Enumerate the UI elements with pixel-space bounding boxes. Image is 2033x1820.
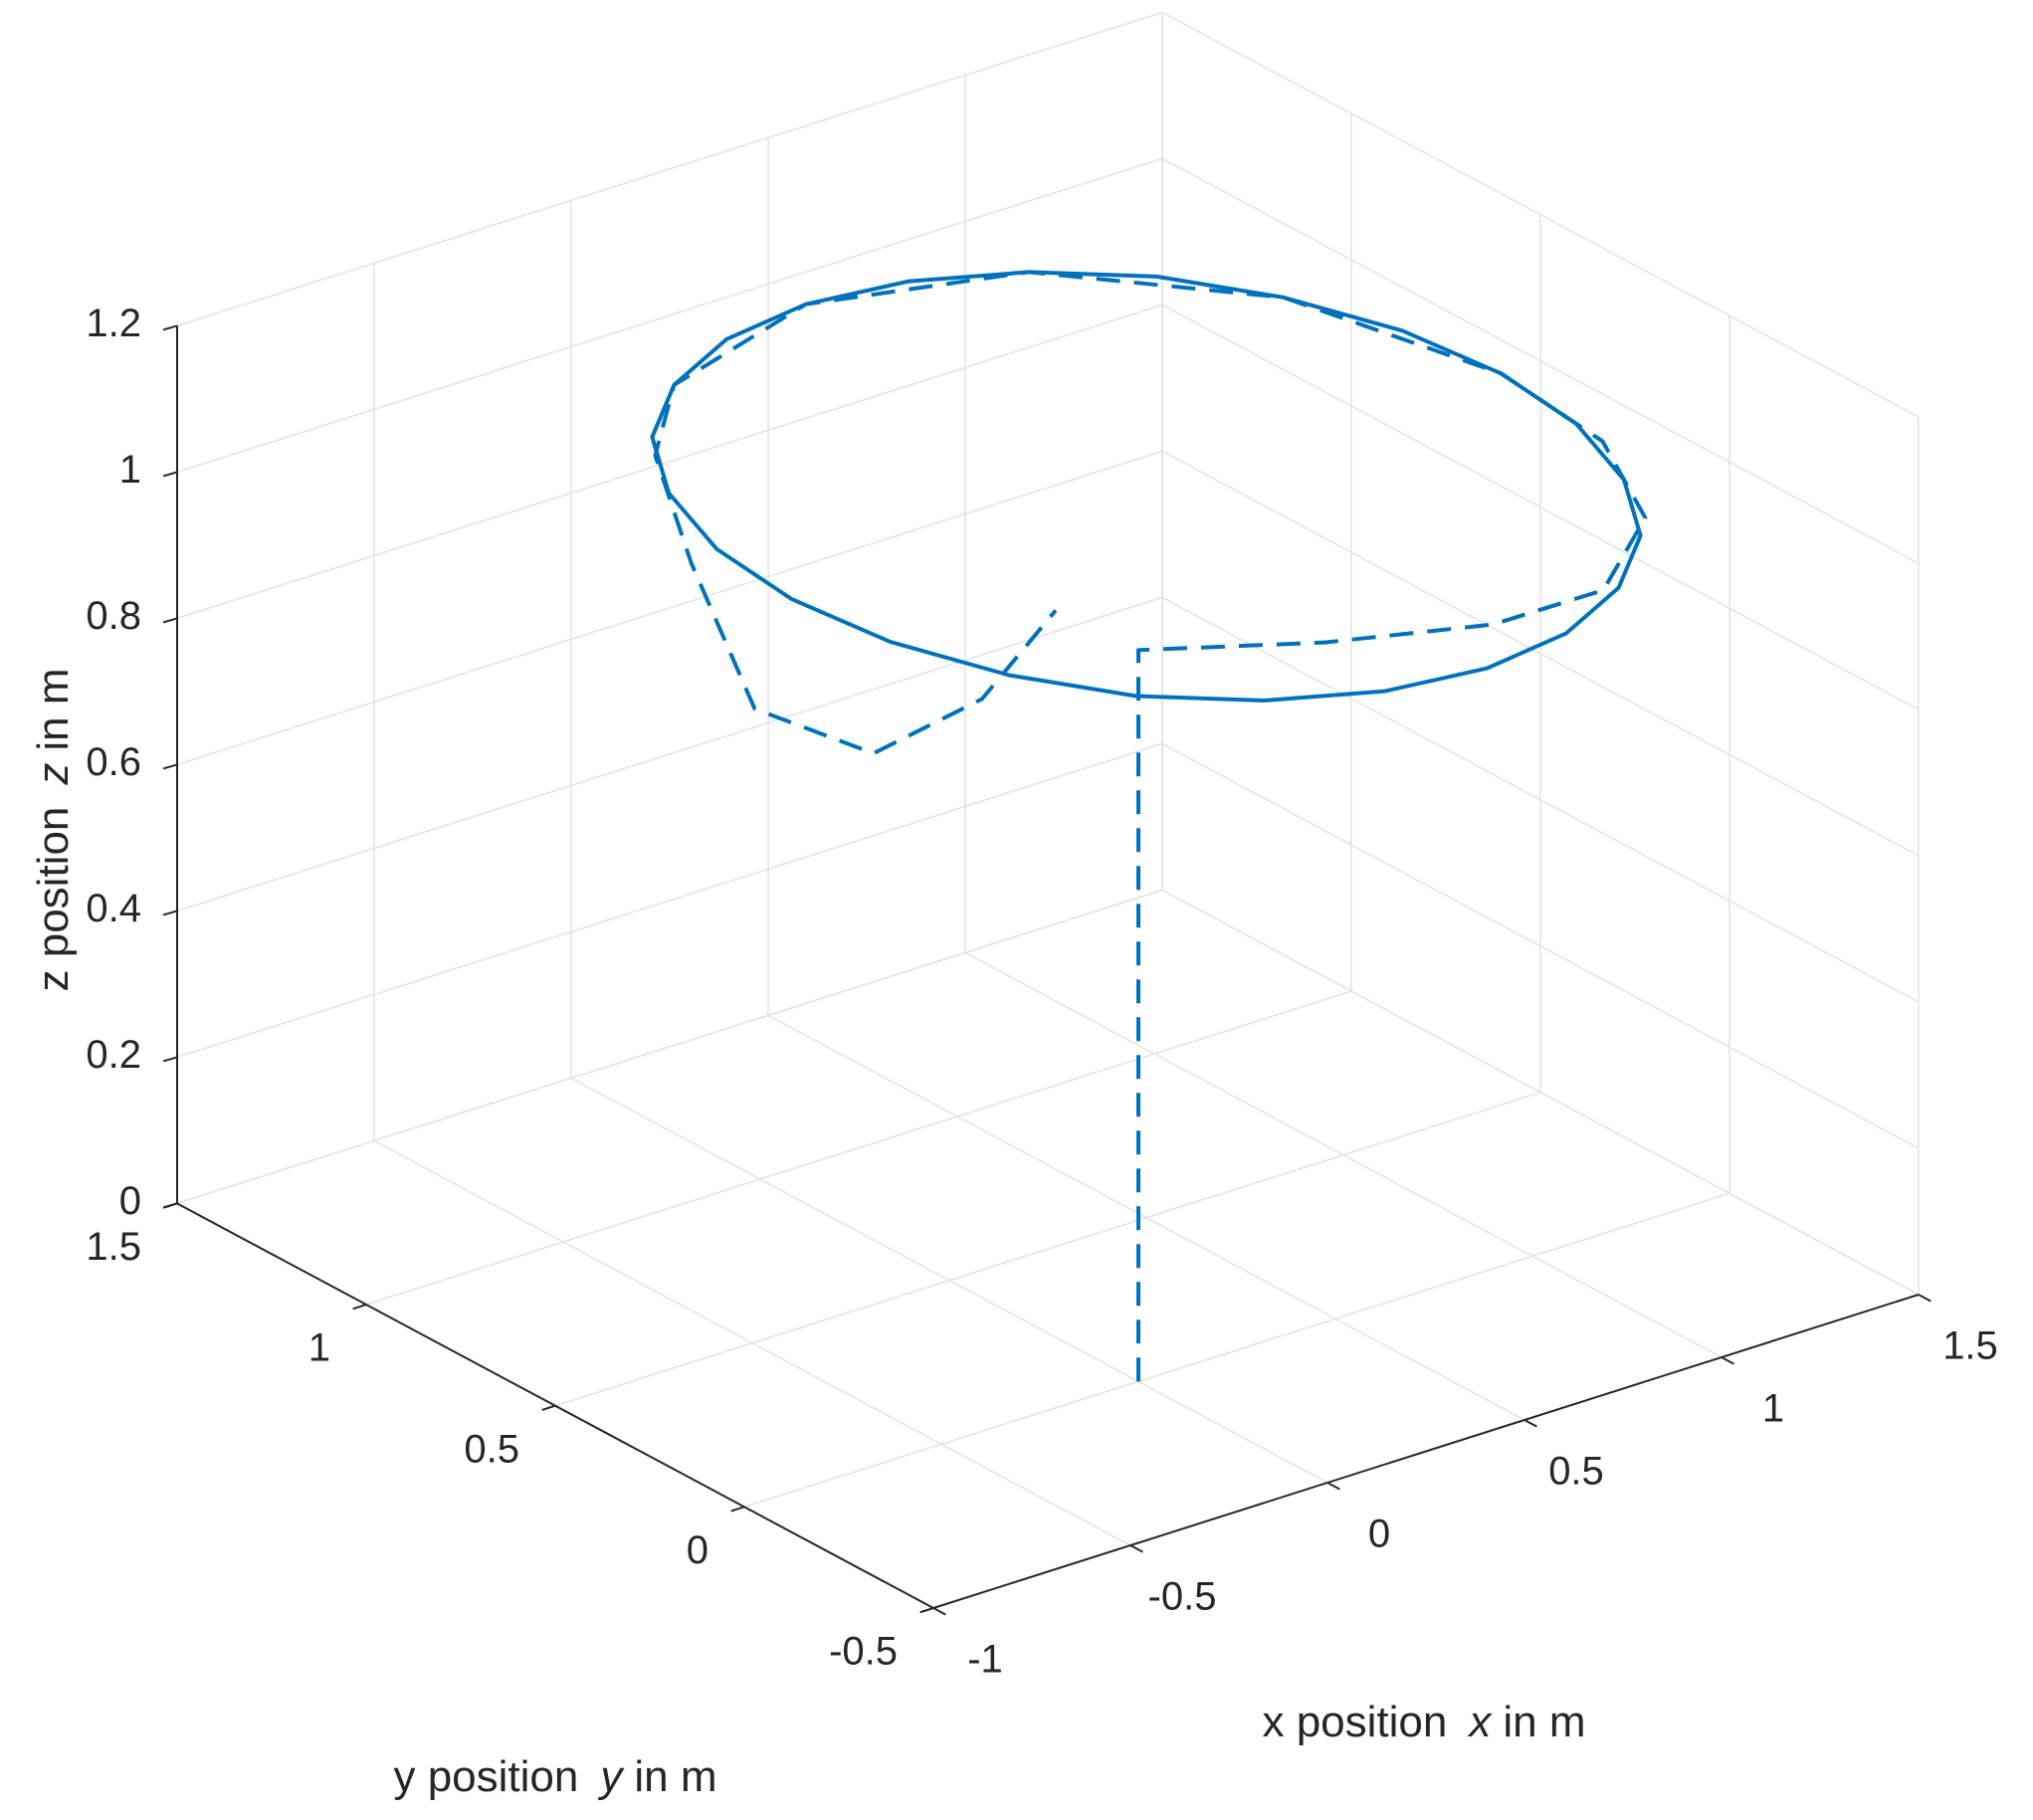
x-tick-mark <box>1721 1356 1734 1365</box>
grid-line <box>1161 596 1920 1003</box>
y-axis-label: y position y in m <box>393 1752 716 1801</box>
x-label-text: x position <box>1262 1698 1447 1746</box>
grid <box>176 11 1920 1609</box>
grid-line <box>176 157 1163 474</box>
z-tick-label: 0 <box>119 1179 141 1223</box>
y-tick-label: 1.5 <box>86 1225 141 1269</box>
y-tick-mark <box>919 1607 934 1614</box>
y-tick-label: 1 <box>308 1326 330 1370</box>
y-tick-mark <box>730 1506 745 1513</box>
grid-line <box>743 1192 1730 1509</box>
y-tick-mark <box>541 1404 556 1411</box>
x-tick-mark <box>932 1607 946 1616</box>
grid-line <box>1161 742 1920 1149</box>
y-label-unit: in m <box>634 1752 716 1801</box>
grid-line <box>1161 450 1920 857</box>
y-axis <box>176 1202 934 1609</box>
x-axis-label: x position x in m <box>1262 1698 1585 1746</box>
tick-labels: -1-0.500.511.5-0.500.511.500.20.40.60.81… <box>86 302 1997 1682</box>
z-tick-label: 0.4 <box>86 887 141 930</box>
z-tick-label: 1 <box>119 448 141 492</box>
x-label-var: x <box>1467 1698 1493 1746</box>
x-tick-label: -0.5 <box>1148 1575 1217 1619</box>
z-tick-label: 0.8 <box>86 594 141 638</box>
z-tick-mark <box>162 1056 178 1063</box>
x-tick-label: -1 <box>967 1638 1003 1682</box>
plot-lines <box>650 270 1648 1382</box>
x-tick-label: 0 <box>1368 1513 1390 1556</box>
axes <box>162 324 1931 1616</box>
y-tick-label: -0.5 <box>829 1630 898 1674</box>
z-label-var: z <box>29 763 78 786</box>
x-tick-label: 1.5 <box>1942 1324 1998 1368</box>
grid-line <box>176 596 1163 912</box>
y-tick-label: 0.5 <box>464 1427 519 1471</box>
x-tick-label: 1 <box>1762 1387 1784 1431</box>
z-tick-mark <box>162 910 178 916</box>
x-axis <box>932 1294 1920 1609</box>
grid-line <box>176 303 1163 620</box>
grid-line <box>554 1091 1541 1407</box>
x-tick-label: 0.5 <box>1548 1450 1604 1494</box>
z-label-text: z position <box>29 807 78 992</box>
grid-line <box>1161 11 1920 418</box>
y-label-text: y position <box>393 1752 578 1801</box>
grid-line <box>1161 303 1920 710</box>
x-tick-mark <box>1326 1482 1340 1491</box>
z-tick-label: 0.6 <box>86 740 141 784</box>
grid-line <box>176 11 1163 327</box>
z-tick-label: 0.2 <box>86 1033 141 1077</box>
grid-line <box>365 990 1352 1306</box>
trajectory-line <box>650 270 1643 703</box>
y-tick-mark <box>352 1304 367 1311</box>
z-tick-mark <box>162 471 178 478</box>
z-tick-mark <box>162 617 178 624</box>
grid-line <box>1161 889 1920 1296</box>
trajectory-line <box>653 270 1648 1382</box>
grid-line <box>176 450 1163 766</box>
x-label-unit: in m <box>1503 1698 1585 1746</box>
grid-line <box>1161 157 1920 564</box>
x-tick-mark <box>1524 1419 1537 1428</box>
z-tick-mark <box>162 763 178 770</box>
z-axis-label: z position z in m <box>29 668 78 991</box>
z-tick-label: 1.2 <box>86 302 141 345</box>
z-tick-mark <box>162 1202 178 1209</box>
x-tick-mark <box>1918 1294 1931 1303</box>
z-label-unit: in m <box>29 668 78 750</box>
y-tick-label: 0 <box>687 1528 709 1572</box>
grid-line <box>176 889 1163 1205</box>
x-tick-mark <box>1129 1544 1143 1553</box>
y-label-var: y <box>597 1752 625 1801</box>
z-tick-mark <box>162 324 178 331</box>
grid-line <box>176 742 1163 1059</box>
